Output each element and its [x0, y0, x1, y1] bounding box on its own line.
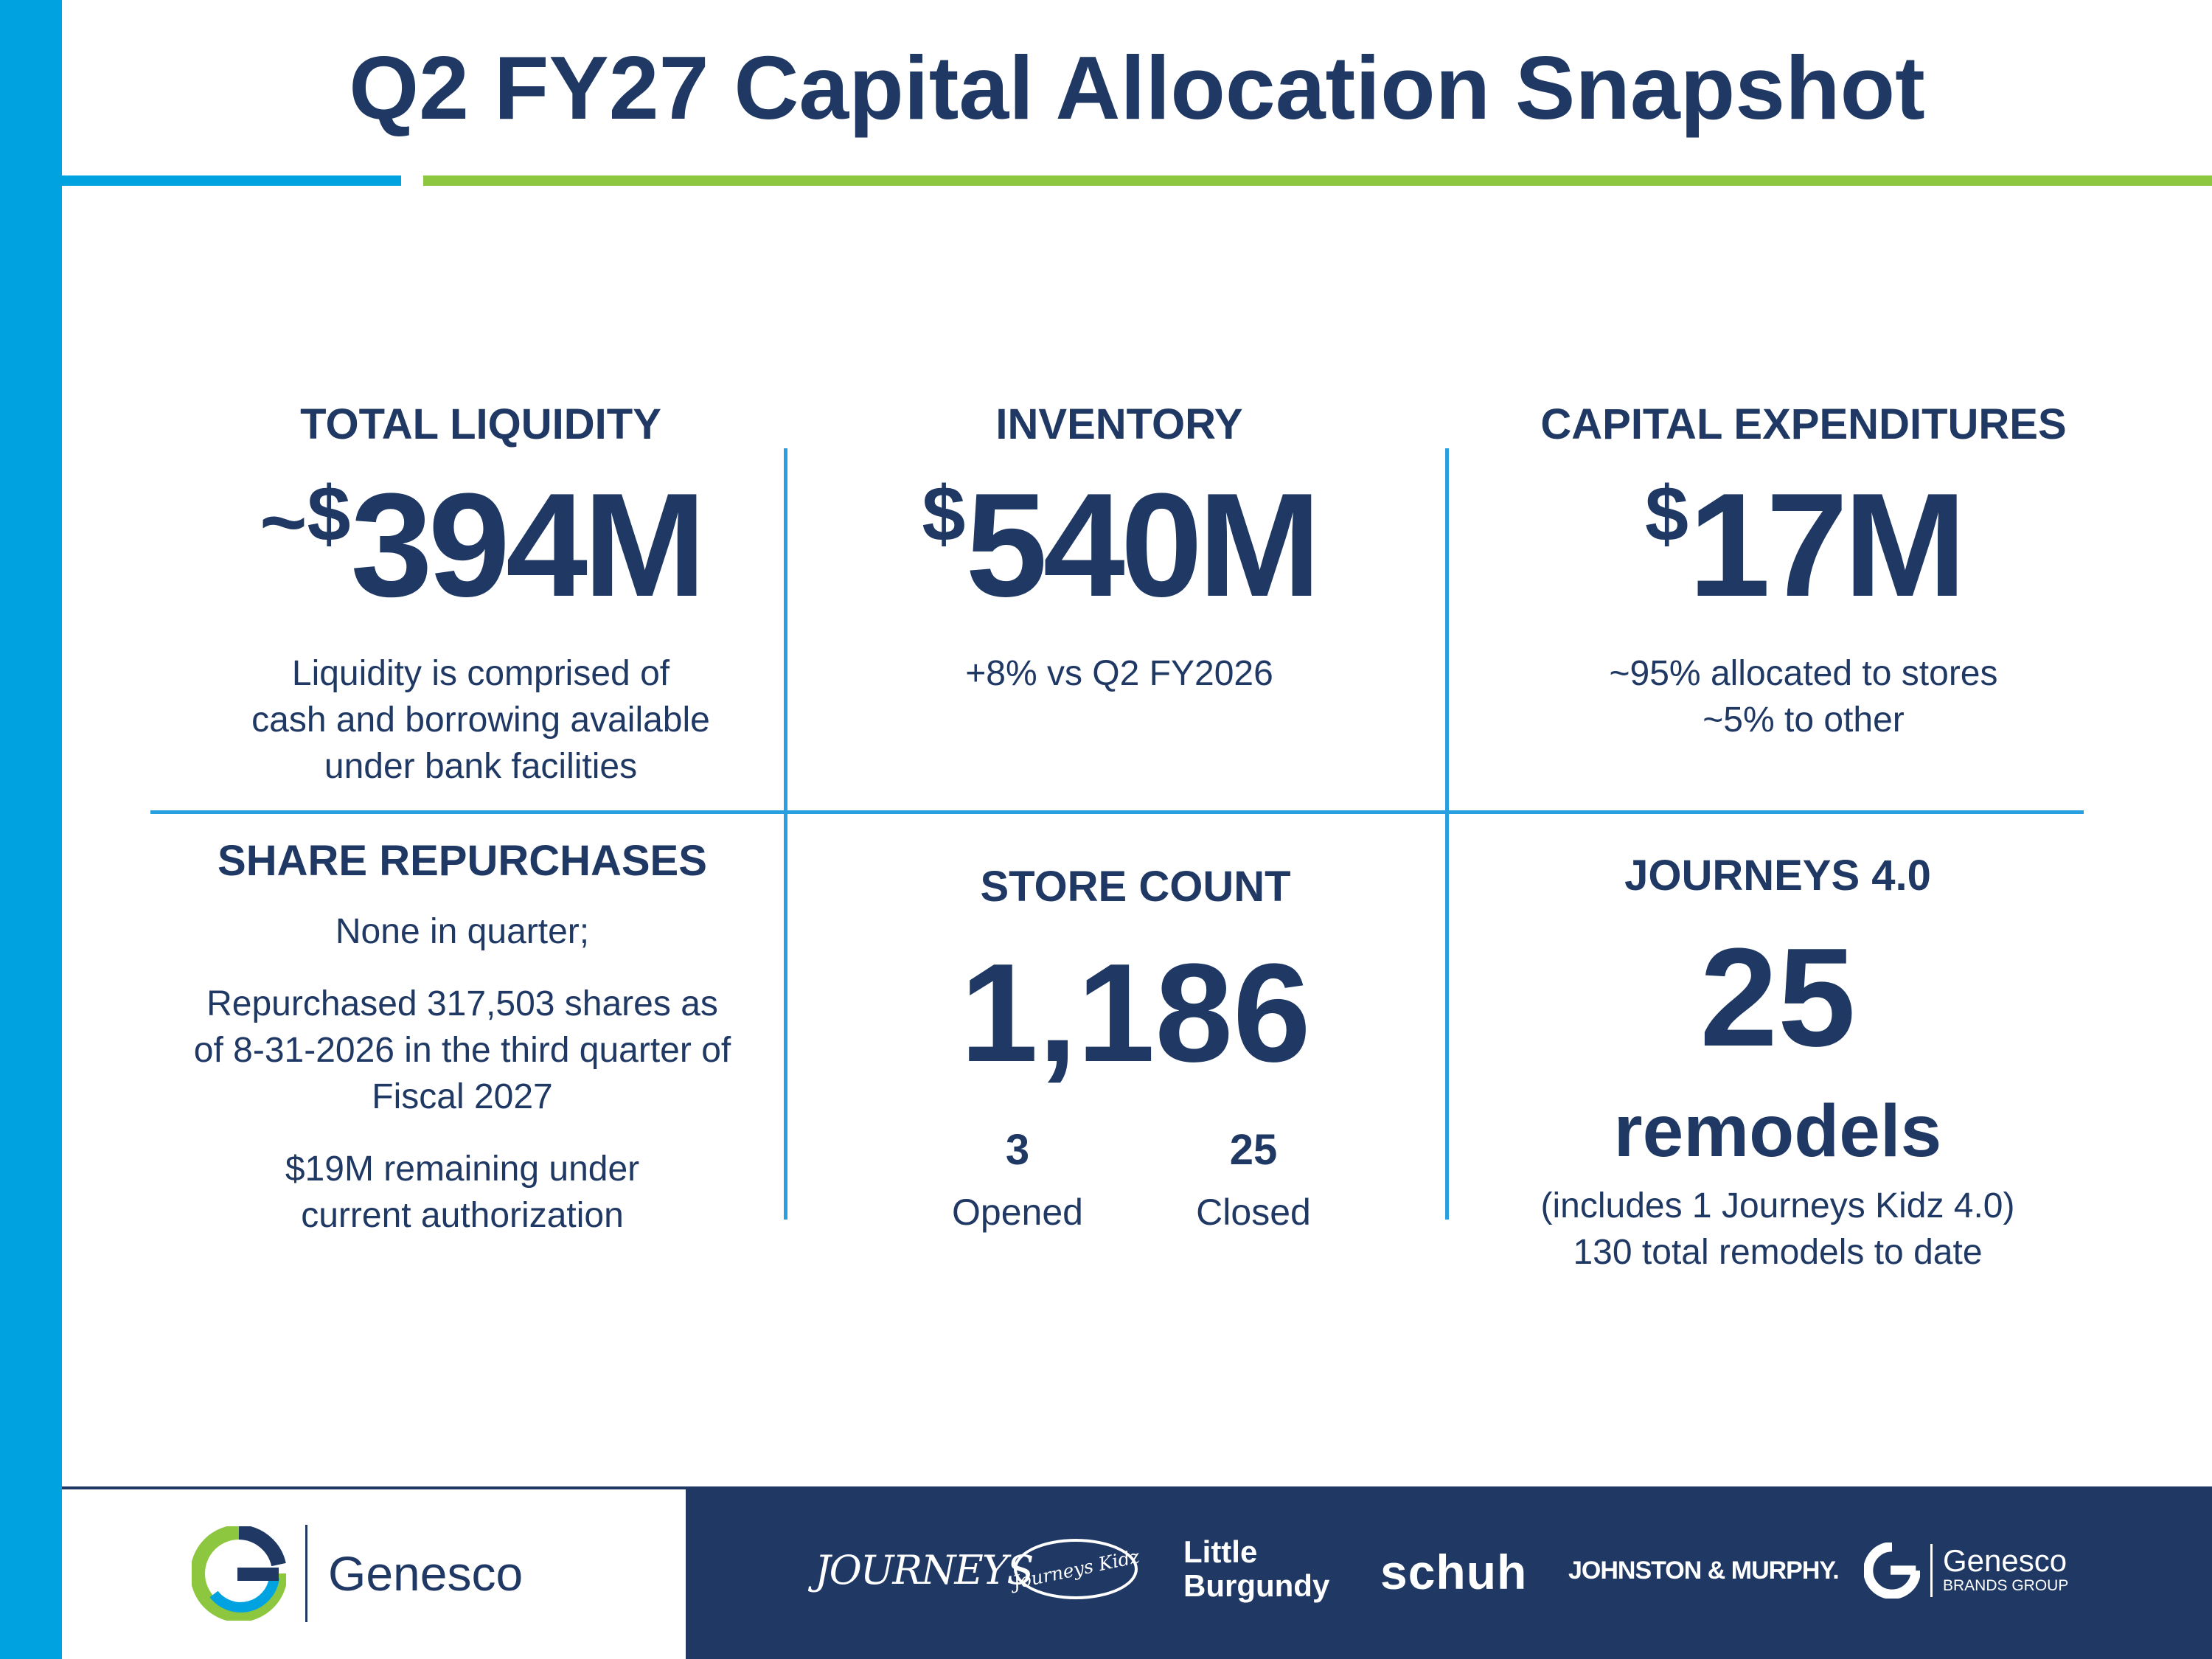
capex-heading: CAPITAL EXPENDITURES [1540, 400, 2067, 448]
repurchases-quarter-note: None in quarter; [335, 911, 590, 951]
inventory-heading: INVENTORY [995, 400, 1243, 448]
journeys-panel: JOURNEYS 4.0 25 remodels (includes 1 Jou… [1450, 852, 2106, 1276]
repurchases-heading: SHARE REPURCHASES [218, 837, 707, 885]
liquidity-panel: TOTAL LIQUIDITY ~$394M Liquidity is comp… [150, 400, 811, 790]
page-title: Q2 FY27 Capital Allocation Snapshot [349, 38, 1925, 138]
divider-horizontal [150, 810, 2084, 814]
capex-panel: CAPITAL EXPENDITURES $17M ~95% allocated… [1450, 400, 2157, 743]
left-accent-bar [0, 0, 62, 1659]
journeys-value: 25 [1700, 919, 1856, 1076]
genesco-brands-group-g-icon [1864, 1543, 1920, 1599]
store-changes: 3 Opened 25 Closed [944, 1125, 1327, 1233]
journeys-unit: remodels [1613, 1089, 1942, 1172]
footer-brands-area [686, 1486, 2212, 1659]
stores-closed-value: 25 [1229, 1125, 1278, 1174]
genesco-brands-group-name: Genesco [1943, 1543, 2067, 1578]
journeys-kidz-logo: Journeys Kidz [1011, 1539, 1141, 1599]
repurchases-detail: Repurchased 317,503 shares as of 8-31-20… [193, 984, 731, 1116]
little-burgundy-logo: Little Burgundy [1183, 1534, 1330, 1603]
inventory-description: +8% vs Q2 FY2026 [965, 653, 1273, 693]
inventory-value: $540M [922, 462, 1321, 627]
stores-opened-label: Opened [952, 1191, 1083, 1233]
genesco-brands-group-logo: Genesco BRANDS GROUP [1864, 1543, 2068, 1599]
store-count-heading: STORE COUNT [980, 863, 1291, 911]
journeys-description: (includes 1 Journeys Kidz 4.0) 130 total… [1540, 1186, 2015, 1272]
title-rule-blue [62, 175, 401, 186]
liquidity-value: ~$394M [260, 462, 706, 627]
schuh-logo: schuh [1380, 1545, 1528, 1599]
genesco-logo: Genesco [192, 1523, 523, 1624]
liquidity-description: Liquidity is comprised of cash and borro… [251, 653, 710, 786]
repurchases-remaining: $19M remaining under current authorizati… [285, 1149, 640, 1235]
divider-vertical-left [784, 448, 787, 1220]
capex-value: $17M [1644, 462, 1966, 627]
liquidity-heading: TOTAL LIQUIDITY [300, 400, 661, 448]
stores-opened: 3 Opened [944, 1125, 1091, 1233]
genesco-wordmark: Genesco [328, 1546, 524, 1601]
repurchases-panel: SHARE REPURCHASES None in quarter; Repur… [150, 837, 774, 1239]
title-rule-green [423, 175, 2212, 186]
stores-closed-label: Closed [1196, 1191, 1311, 1233]
journeys-heading: JOURNEYS 4.0 [1624, 852, 1931, 900]
footer-company-area [62, 1486, 686, 1659]
stores-closed: 25 Closed [1180, 1125, 1327, 1233]
journeys-logo: JOURNEYS [815, 1547, 1034, 1593]
genesco-logo-divider [305, 1525, 307, 1622]
capex-description: ~95% allocated to stores ~5% to other [1609, 653, 1998, 740]
stores-opened-value: 3 [1005, 1125, 1030, 1174]
genesco-brands-group-divider [1930, 1544, 1933, 1597]
genesco-brands-group-sub: BRANDS GROUP [1943, 1577, 2069, 1594]
store-count-panel: STORE COUNT 1,186 3 Opened 25 Closed [804, 863, 1467, 1231]
genesco-g-icon [192, 1526, 286, 1621]
divider-vertical-right [1445, 448, 1449, 1220]
inventory-panel: INVENTORY $540M +8% vs Q2 FY2026 [789, 400, 1450, 697]
store-count-value: 1,186 [960, 934, 1311, 1091]
johnston-murphy-logo: JOHNSTON & MURPHY. [1568, 1557, 1840, 1585]
